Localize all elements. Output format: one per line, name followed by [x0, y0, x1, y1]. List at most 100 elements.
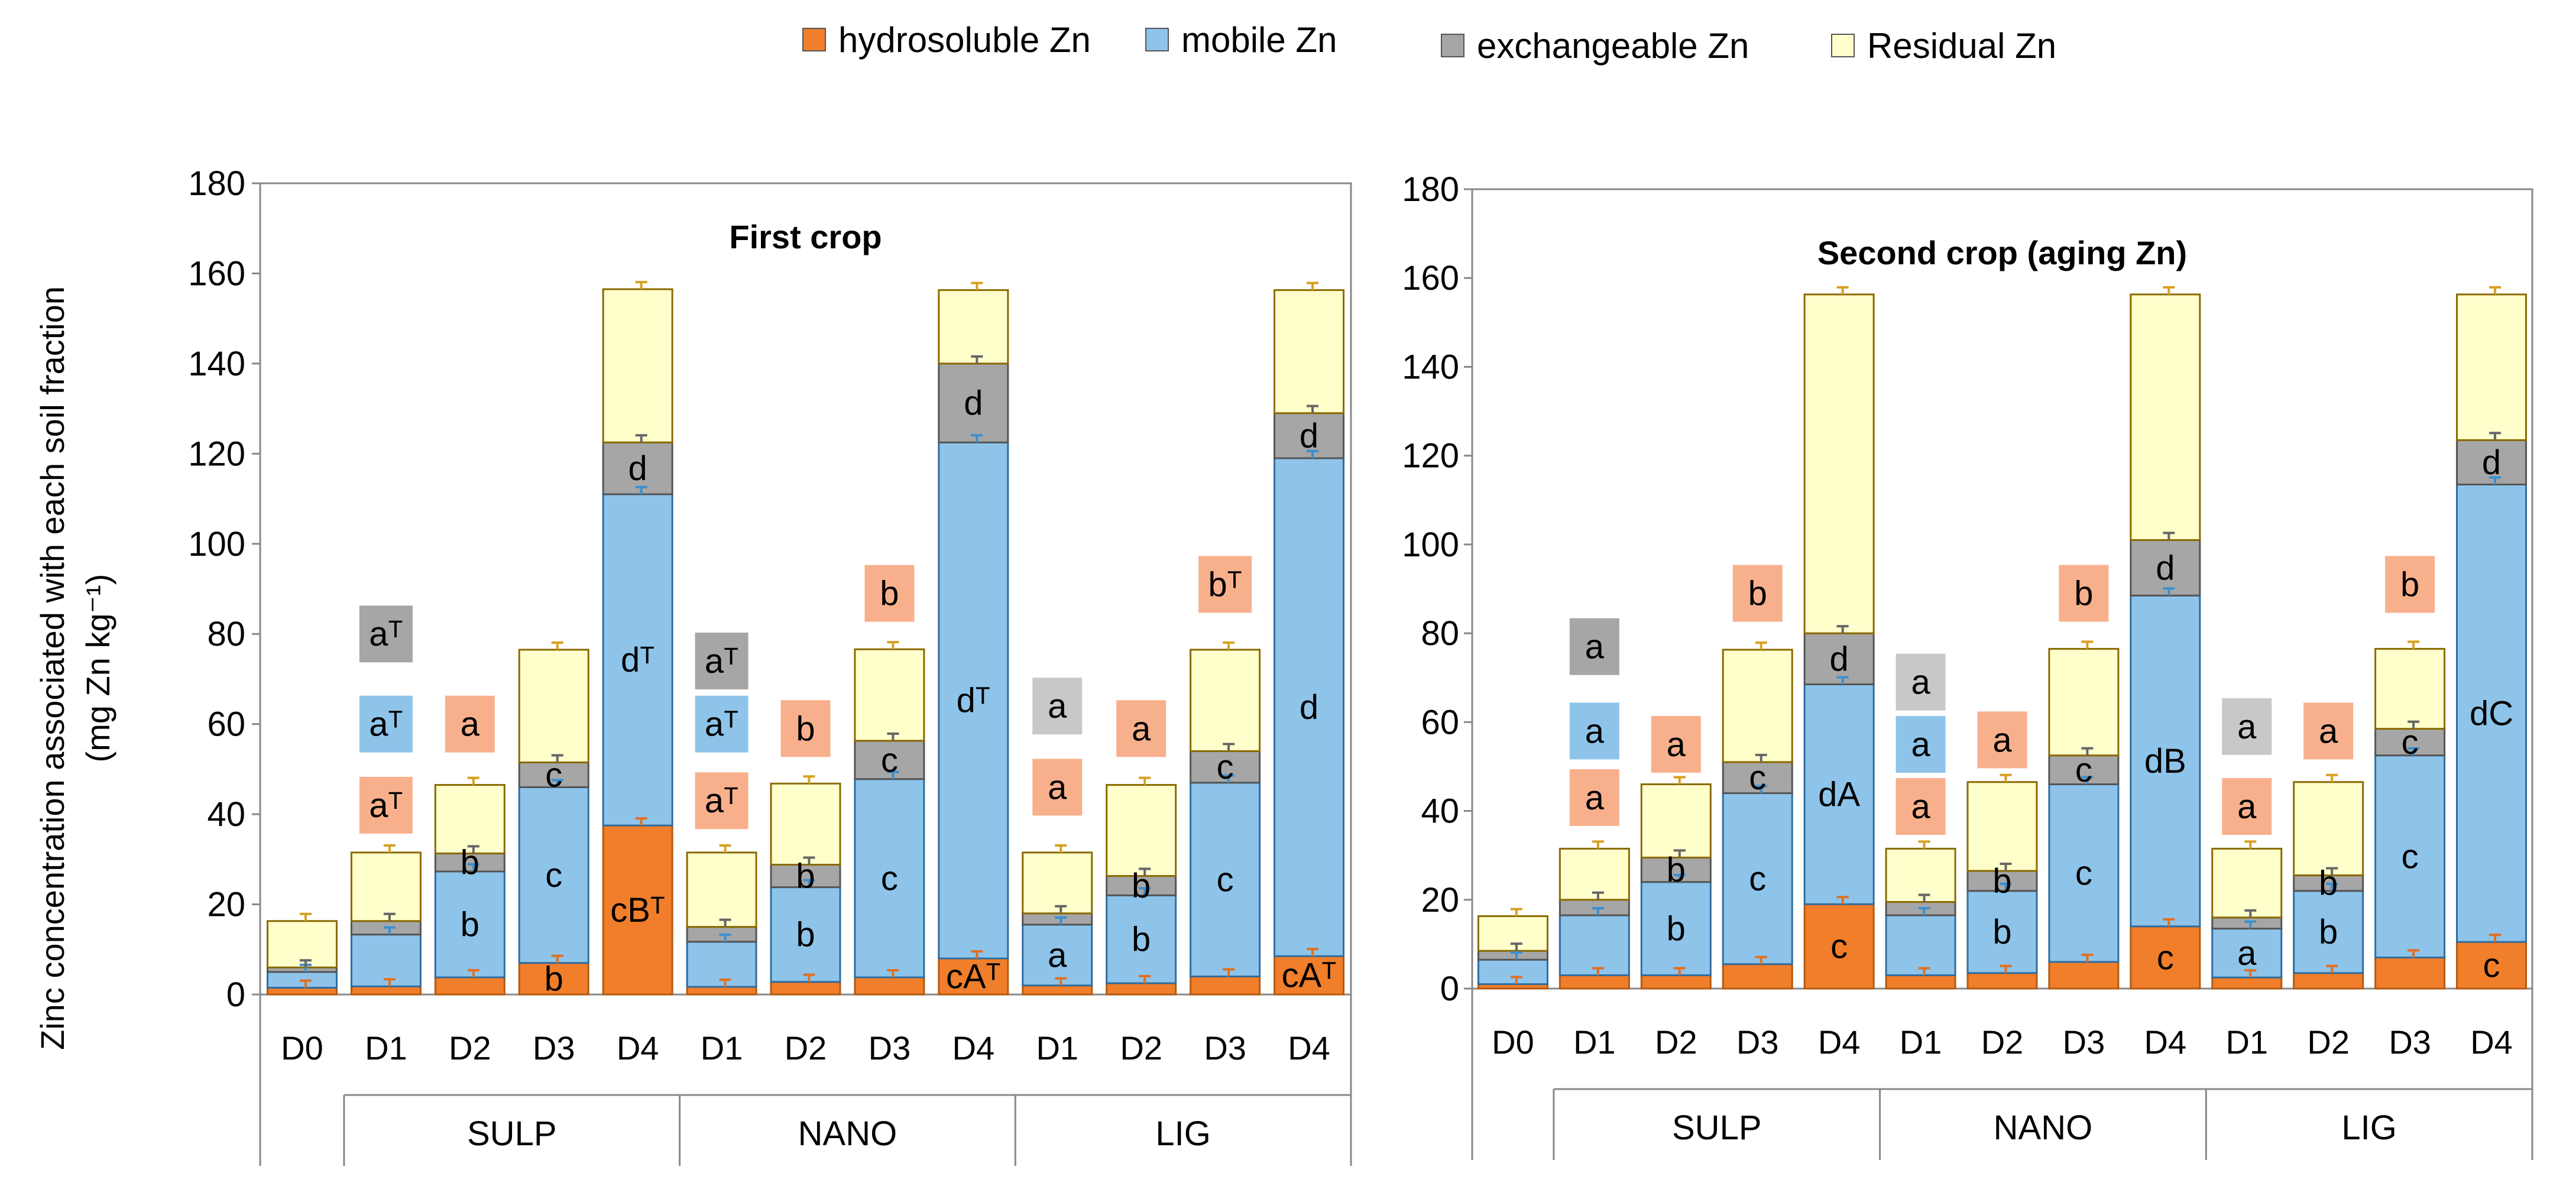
category-label-1-2: D2: [1655, 1023, 1697, 1061]
bar-0-5-hydro: [686, 986, 757, 996]
segment-label-0-4: c: [545, 856, 562, 895]
bar-1-6-exch: [1966, 870, 2038, 892]
annotation-text-1-3: a: [1667, 725, 1686, 764]
legend-swatch-mobile: [1145, 28, 1169, 51]
annotation-box-1-6: [1895, 715, 1946, 773]
legend-label-mobile: mobile Zn: [1181, 20, 1337, 60]
category-label-1-11: D3: [2389, 1023, 2431, 1061]
segment-label-1-10: c: [2075, 751, 2092, 789]
bar-1-2-mobile: [1640, 881, 1712, 976]
y-tick-label-1-0: 0: [1440, 970, 1459, 1008]
bar-0-11-resid: [1190, 649, 1261, 752]
bar-0-6-hydro: [770, 981, 841, 996]
category-label-1-8: D4: [2144, 1023, 2187, 1061]
annotation-text-0-11: a: [1132, 709, 1151, 748]
y-tick-label-0-2: 40: [207, 795, 245, 834]
category-label-0-7: D3: [869, 1029, 911, 1067]
category-label-1-5: D1: [1900, 1023, 1942, 1061]
bar-0-12-mobile: [1274, 457, 1345, 957]
segment-label-0-1: b: [461, 905, 479, 944]
annotation-box-0-11: [1116, 700, 1167, 757]
segment-label-1-0: b: [1667, 910, 1686, 948]
legend-label-resid: Residual Zn: [1867, 26, 2056, 66]
bar-0-6-resid: [770, 782, 841, 866]
bar-1-1-mobile: [1558, 914, 1630, 976]
bar-0-1-resid: [350, 851, 422, 922]
y-tick-label-1-3: 60: [1421, 703, 1459, 741]
segment-label-1-11: c: [2157, 938, 2174, 977]
group-label-1-2: LIG: [2341, 1109, 2397, 1147]
segment-label-1-14: a: [2237, 934, 2257, 973]
group-label-0-1: NANO: [798, 1115, 897, 1153]
bar-0-3-resid: [518, 649, 589, 763]
y-tick-label-0-7: 140: [188, 345, 245, 383]
segment-label-0-2: b: [461, 844, 479, 882]
legend: hydrosoluble Zn mobile Zn exchangeable Z…: [802, 20, 2056, 66]
y-tick-label-0-5: 100: [188, 525, 245, 563]
bar-0-10-hydro: [1106, 982, 1177, 996]
annotation-text-1-7: a: [1911, 788, 1930, 826]
panel-second-crop: 0 20 40 60 80 100 120 140 160 180 Second crop (agi…: [1402, 170, 2533, 1160]
annotation-text-0-10: a: [1048, 768, 1067, 806]
bar-0-9-exch: [1022, 912, 1093, 926]
bar-0-7-hydro: [854, 976, 925, 996]
annotation-text-0-3: a: [461, 705, 480, 744]
category-label-0-1: D1: [365, 1029, 407, 1067]
bar-1-3-hydro: [1722, 963, 1793, 990]
bar-1-5-resid: [1885, 847, 1956, 903]
annotation-text-1-10: a: [2237, 708, 2257, 746]
category-label-1-10: D2: [2307, 1023, 2350, 1061]
category-label-1-4: D4: [1818, 1023, 1861, 1061]
segment-label-0-6: cBᵀ: [610, 891, 665, 929]
category-label-0-6: D2: [785, 1029, 827, 1067]
bar-0-10-resid: [1106, 784, 1177, 877]
bar-0-11-hydro: [1190, 976, 1261, 996]
annotation-text-1-9: b: [2074, 575, 2093, 613]
annotation-box-1-3: [1651, 715, 1701, 773]
y-tick-label-0-6: 120: [188, 435, 245, 473]
bar-0-2-hydro: [434, 976, 506, 996]
bar-1-3-mobile: [1722, 792, 1793, 966]
legend-swatch-exch: [1441, 34, 1464, 57]
annotation-text-1-8: a: [1992, 721, 2012, 759]
bar-1-1-hydro: [1558, 974, 1630, 990]
bar-1-4-resid: [1803, 293, 1875, 634]
panel-title-1: Second crop (aging Zn): [1817, 234, 2187, 271]
annotation-box-1-12: [2303, 702, 2354, 760]
segment-label-1-19: c: [2483, 947, 2500, 985]
annotation-box-1-7: [1895, 778, 1946, 835]
category-label-1-7: D3: [2063, 1023, 2105, 1061]
annotation-box-0-8: [864, 565, 915, 622]
bar-1-8-hydro: [2130, 925, 2201, 990]
bar-1-11-hydro: [2374, 956, 2446, 990]
segment-label-0-12: c: [881, 741, 898, 779]
segment-label-1-3: c: [1749, 759, 1766, 797]
panel-title-0: First crop: [729, 218, 882, 255]
annotation-box-0-12: [1198, 556, 1252, 613]
segment-label-0-21: cAᵀ: [1282, 957, 1337, 995]
segment-label-1-2: c: [1749, 860, 1766, 898]
bar-1-9-hydro: [2211, 976, 2283, 990]
bar-0-6-mobile: [770, 886, 841, 983]
segment-label-0-15: d: [964, 384, 983, 423]
segment-label-1-15: b: [2319, 913, 2338, 951]
segment-label-1-18: c: [2402, 723, 2419, 762]
annotation-box-0-3: [445, 695, 495, 753]
annotation-text-0-8: b: [880, 575, 899, 613]
category-label-0-12: D4: [1288, 1029, 1330, 1067]
segment-label-0-10: b: [796, 857, 815, 896]
bar-1-0-resid: [1477, 915, 1548, 952]
annotation-text-1-5: a: [1911, 663, 1930, 702]
bar-0-8-mobile: [938, 441, 1009, 960]
segment-label-0-23: d: [1300, 417, 1318, 455]
bar-1-1-resid: [1558, 847, 1630, 901]
bar-0-4-hydro: [602, 824, 673, 996]
annotation-text-0-5: aᵀ: [705, 705, 738, 744]
bar-1-2-resid: [1640, 783, 1712, 858]
annotation-text-1-0: a: [1585, 628, 1605, 666]
group-label-0-2: LIG: [1155, 1115, 1211, 1153]
bar-1-3-resid: [1722, 649, 1793, 763]
annotation-text-0-4: aᵀ: [705, 642, 738, 681]
